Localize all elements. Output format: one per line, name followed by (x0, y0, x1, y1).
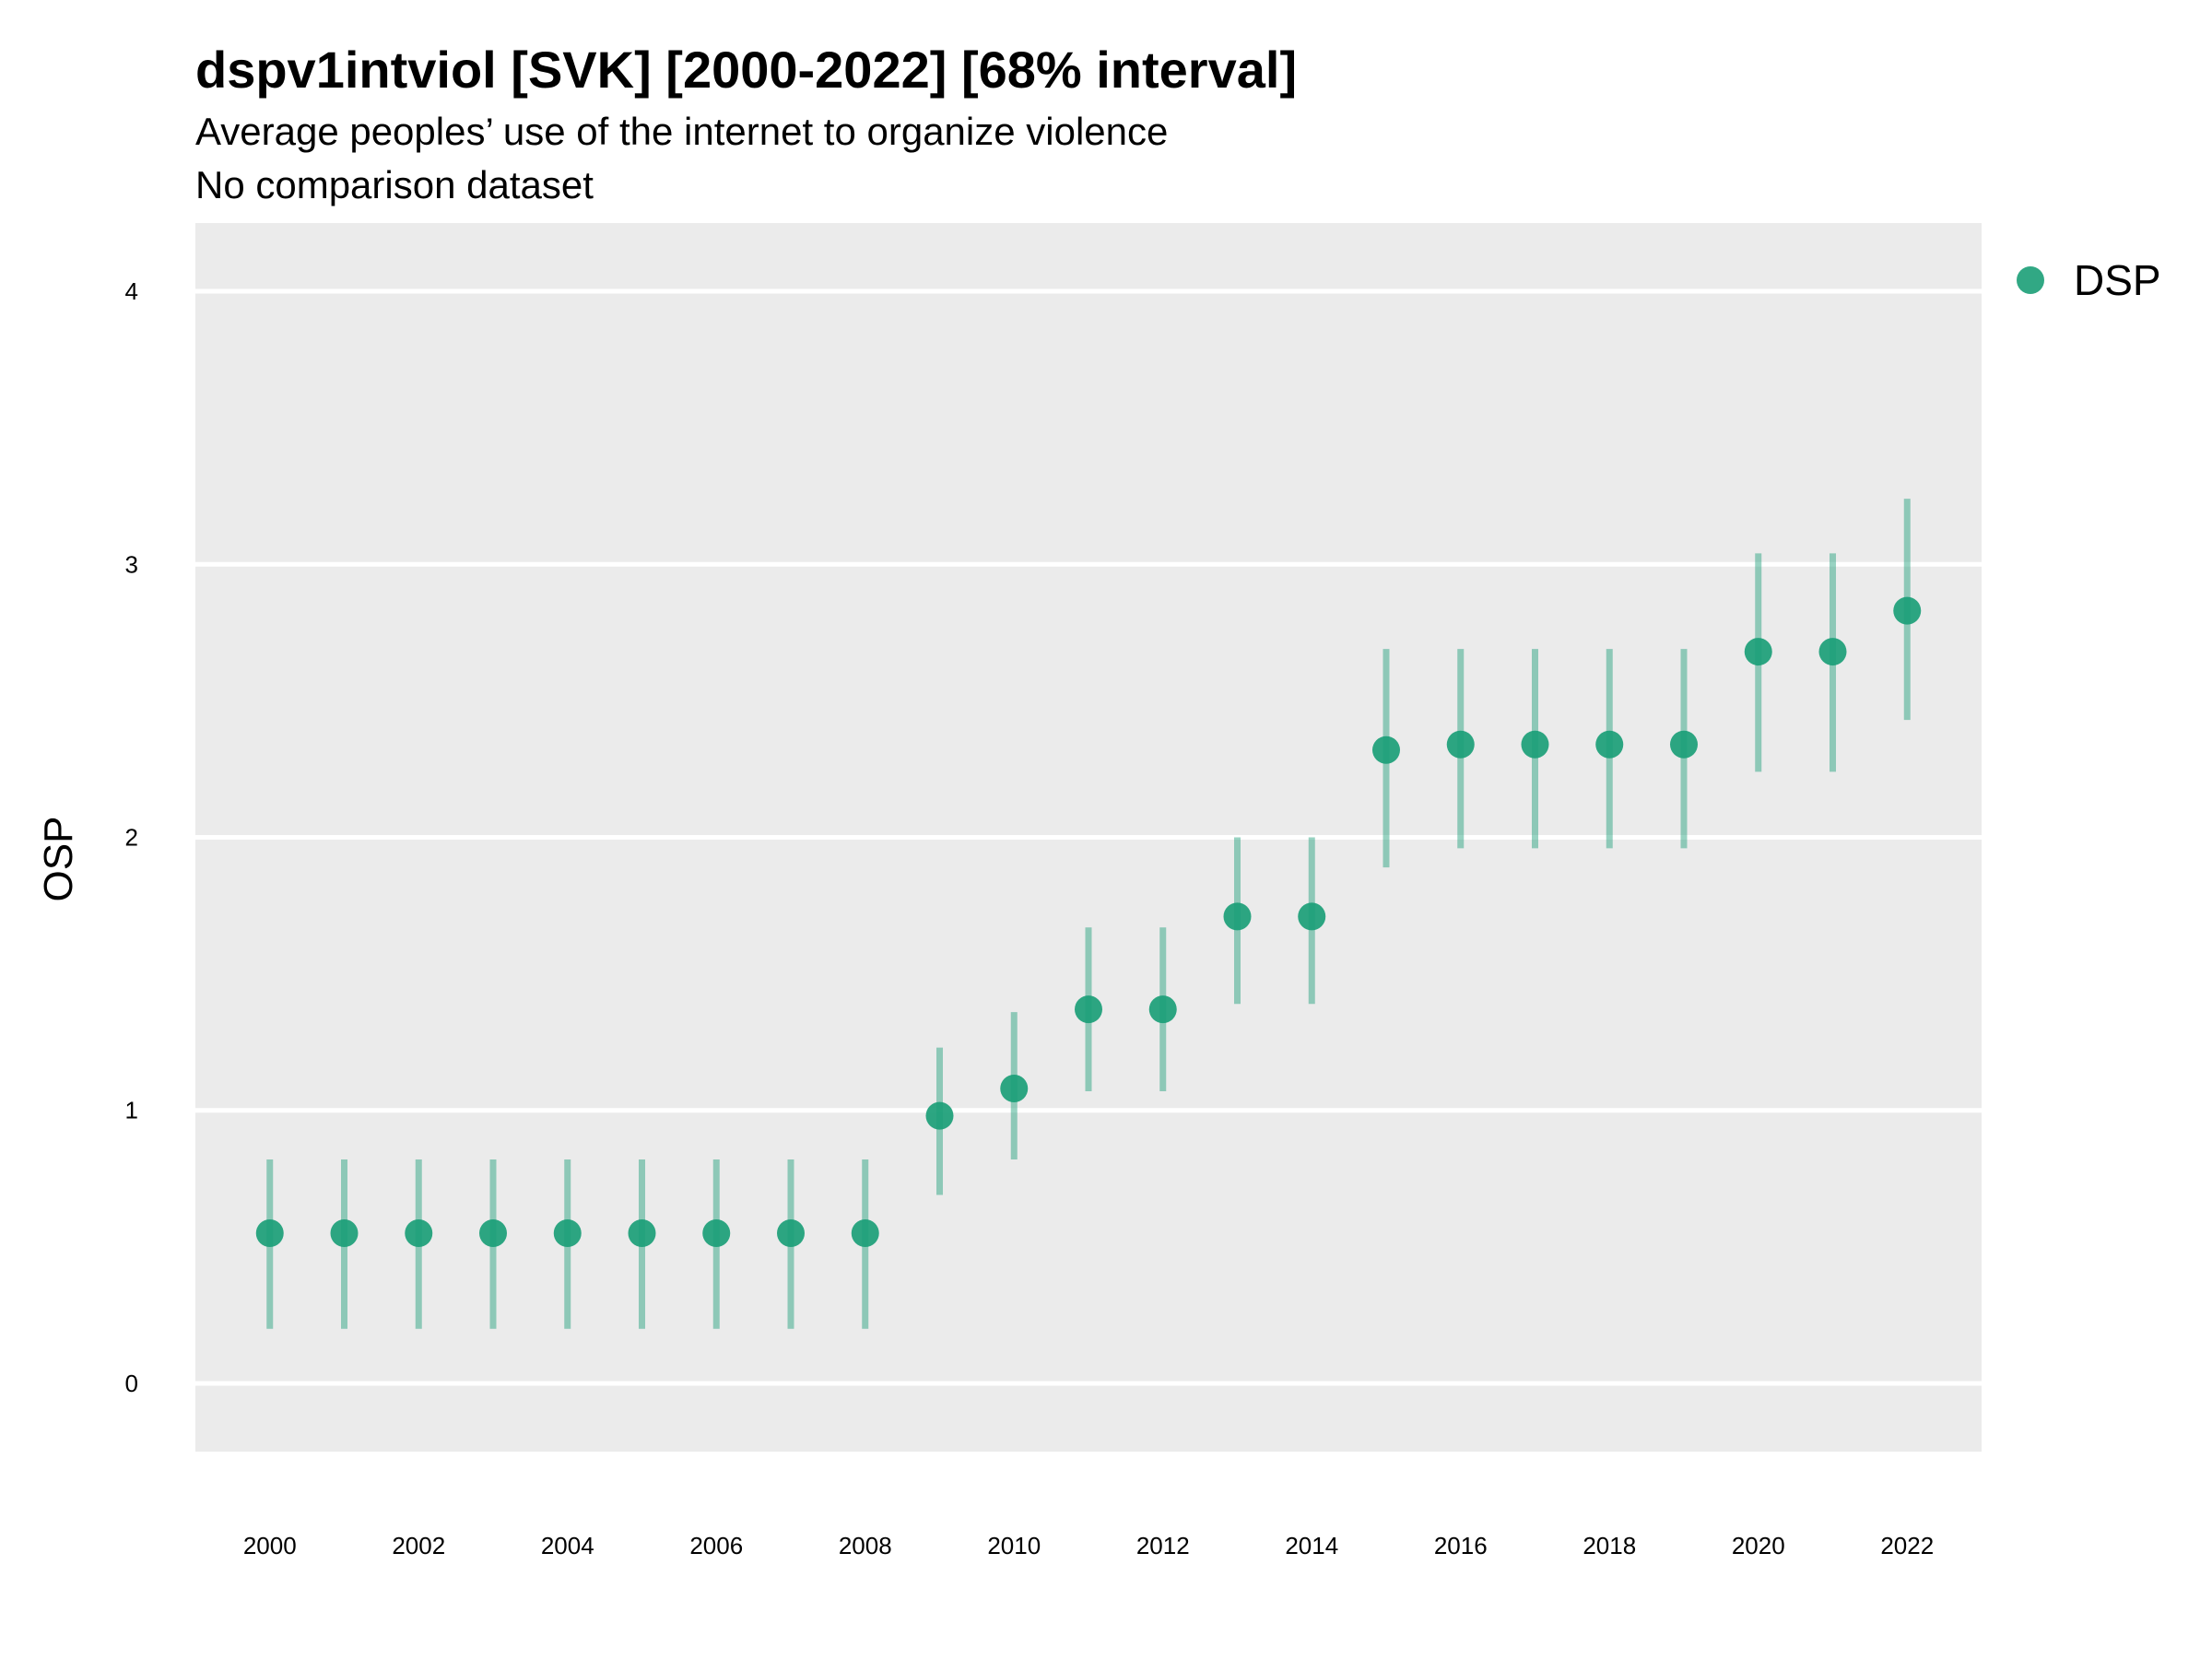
data-point (1670, 730, 1698, 759)
data-point (1595, 730, 1624, 759)
y-tick-labels: 0 1 2 3 4 (125, 277, 138, 1397)
x-tick-label: 2004 (541, 1532, 594, 1559)
y-tick-label: 0 (125, 1370, 138, 1397)
data-point (1372, 735, 1400, 764)
data-point (479, 1219, 507, 1248)
x-tick-label: 2012 (1136, 1532, 1190, 1559)
x-tick-label: 2022 (1880, 1532, 1934, 1559)
x-tick-label: 2002 (392, 1532, 445, 1559)
data-point (1000, 1075, 1029, 1103)
data-point (925, 1101, 954, 1130)
data-point (405, 1219, 433, 1248)
x-tick-label: 2008 (839, 1532, 892, 1559)
y-tick-label: 4 (125, 277, 138, 305)
data-point (330, 1219, 359, 1248)
y-axis-title: OSP (36, 817, 81, 902)
x-tick-label: 2016 (1434, 1532, 1488, 1559)
y-tick-label: 3 (125, 550, 138, 578)
data-point (1744, 638, 1772, 666)
data-point (1521, 730, 1549, 759)
y-tick-label: 2 (125, 824, 138, 852)
data-point (628, 1219, 656, 1248)
data-point (1075, 995, 1102, 1024)
legend-label-dsp: DSP (2074, 256, 2161, 304)
x-tick-label: 2014 (1285, 1532, 1338, 1559)
chart-title: dspv1intviol [SVK] [2000-2022] [68% inte… (195, 41, 1297, 99)
chart-subtitle-2: No comparison dataset (195, 163, 594, 206)
chart-subtitle: Average peoples’ use of the internet to … (195, 110, 1168, 153)
data-point (851, 1219, 879, 1248)
data-point (777, 1219, 805, 1248)
x-tick-labels: 2000 2002 2004 2006 2008 2010 2012 2014 2016 2018… (243, 1532, 1934, 1559)
x-tick-label: 2000 (243, 1532, 297, 1559)
data-point (1298, 902, 1326, 931)
data-point (1893, 596, 1922, 625)
x-tick-label: 2018 (1583, 1532, 1636, 1559)
x-tick-label: 2006 (689, 1532, 743, 1559)
data-point (1148, 995, 1177, 1024)
data-point (1223, 902, 1252, 931)
data-marks (255, 499, 1922, 1329)
grid-lines (195, 288, 1982, 1386)
data-point (702, 1219, 731, 1248)
x-tick-label: 2010 (987, 1532, 1041, 1559)
data-point (1446, 730, 1475, 759)
y-tick-label: 1 (125, 1097, 138, 1124)
data-point (553, 1219, 582, 1248)
legend-marker-dsp (2017, 266, 2044, 294)
legend: DSP (2017, 256, 2161, 304)
data-point (1818, 638, 1847, 666)
x-tick-label: 2020 (1732, 1532, 1785, 1559)
data-point (255, 1219, 284, 1248)
